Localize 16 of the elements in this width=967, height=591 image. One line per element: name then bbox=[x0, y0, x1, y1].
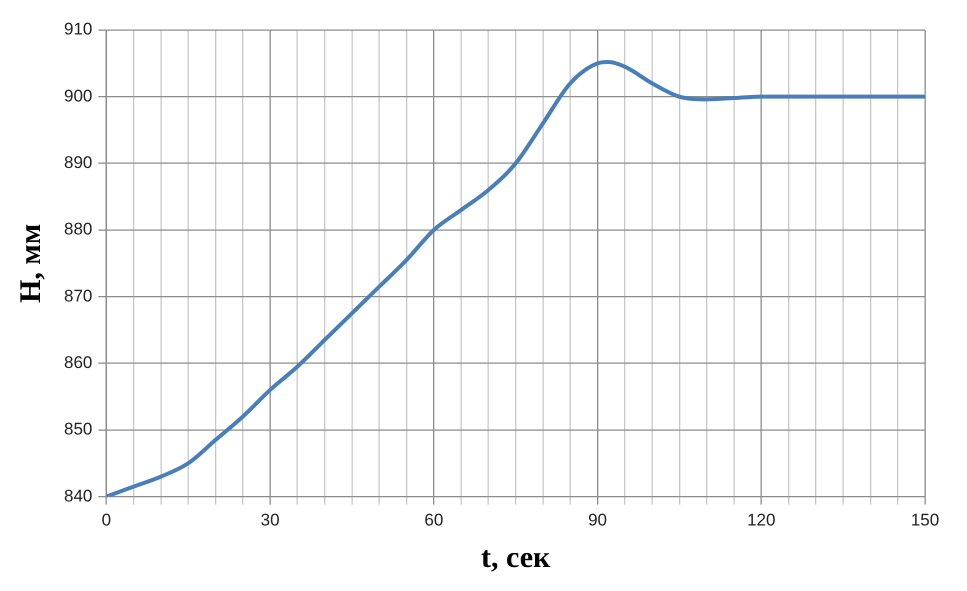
y-tick-label: 900 bbox=[64, 86, 92, 106]
x-tick-label: 150 bbox=[910, 510, 940, 530]
y-tick-label: 890 bbox=[64, 153, 92, 172]
y-tick-label: 910 bbox=[64, 20, 92, 39]
x-tick-label: 30 bbox=[260, 510, 280, 530]
y-tick-label: 880 bbox=[64, 220, 92, 239]
y-tick-label: 850 bbox=[64, 420, 92, 439]
y-axis-title: H, мм bbox=[14, 224, 47, 303]
x-tick-label: 120 bbox=[747, 510, 776, 530]
y-tick-label: 870 bbox=[64, 286, 92, 306]
x-tick-label: 60 bbox=[424, 510, 444, 530]
x-tick-label: 90 bbox=[588, 510, 608, 530]
x-tick-label: 0 bbox=[102, 510, 112, 530]
x-axis-title: t, сек bbox=[481, 540, 552, 574]
y-tick-label: 860 bbox=[64, 352, 92, 372]
y-tick-label: 840 bbox=[64, 486, 92, 506]
